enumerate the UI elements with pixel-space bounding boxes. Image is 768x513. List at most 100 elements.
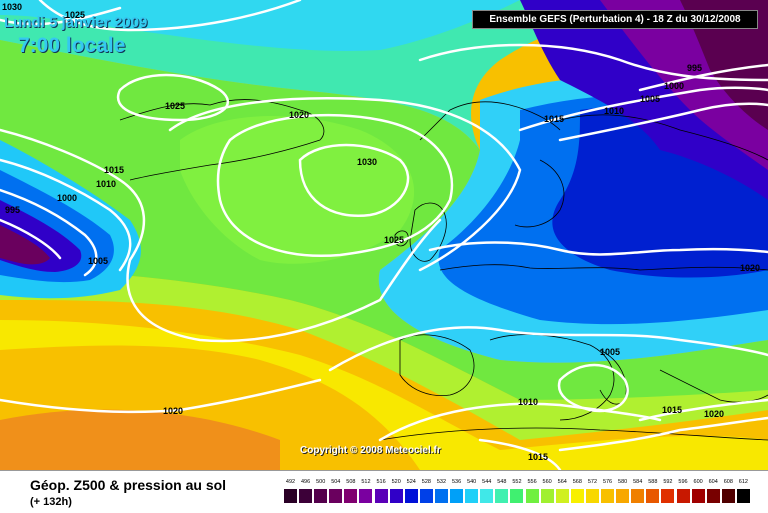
label-1030-center: 1030 [357, 157, 377, 167]
label-1005-west: 1005 [88, 256, 108, 266]
legend-cell: 536 [450, 479, 464, 503]
legend-swatch [299, 489, 313, 503]
legend-value: 592 [663, 479, 673, 485]
label-1000-west: 1000 [57, 193, 77, 203]
legend-cell: 504 [329, 479, 343, 503]
legend-value: 580 [618, 479, 628, 485]
legend-value: 564 [557, 479, 567, 485]
legend-cell: 544 [480, 479, 494, 503]
label-1015-africa: 1015 [528, 452, 548, 462]
isobar-labels: 1030 1025 1025 1020 1030 1015 1010 1000 … [2, 2, 760, 462]
legend-swatch [480, 489, 494, 503]
legend-value: 608 [723, 479, 733, 485]
legend-value: 604 [708, 479, 718, 485]
legend-value: 596 [678, 479, 688, 485]
legend-cell: 568 [570, 479, 584, 503]
legend-swatch [631, 489, 645, 503]
label-1010-scand: 1010 [604, 106, 624, 116]
legend-swatch [706, 489, 720, 503]
legend-value: 568 [572, 479, 582, 485]
legend-value: 532 [436, 479, 447, 485]
legend-swatch [601, 489, 615, 503]
legend-swatch [736, 489, 750, 503]
legend-cell: 576 [601, 479, 615, 503]
legend-swatch [495, 489, 509, 503]
legend-swatch [585, 489, 599, 503]
legend-cell: 496 [299, 479, 313, 503]
legend-value: 600 [693, 479, 703, 485]
legend-swatch [661, 489, 675, 503]
isobars [0, 0, 768, 470]
legend-value: 512 [361, 479, 371, 485]
legend-value: 516 [376, 479, 386, 485]
legend-swatch [721, 489, 735, 503]
legend-cell: 572 [585, 479, 599, 503]
legend-cell: 540 [465, 479, 479, 503]
legend-cell: 604 [706, 479, 720, 503]
legend-swatch [329, 489, 343, 503]
legend-swatch [676, 489, 690, 503]
legend-cell: 516 [374, 479, 388, 503]
legend-swatch [510, 489, 524, 503]
label-1015-greece: 1015 [662, 405, 682, 415]
field-west-trough-4 [0, 225, 50, 265]
legend-value: 492 [285, 479, 296, 485]
field-yellow [0, 320, 768, 470]
legend-value: 508 [346, 479, 356, 485]
forecast-date: Lundi 5 janvier 2009 [4, 14, 148, 31]
legend-cell: 564 [555, 479, 569, 503]
legend-value: 540 [467, 479, 477, 485]
legend-cell: 608 [721, 479, 735, 503]
legend-swatch [450, 489, 464, 503]
copyright: Copyright © 2008 Meteociel.fr [300, 445, 441, 456]
legend-value: 524 [406, 479, 416, 485]
label-1015-scand: 1015 [544, 114, 564, 124]
legend-cell: 560 [540, 479, 554, 503]
legend-cell: 528 [419, 479, 433, 503]
label-1020-atlantic: 1020 [163, 406, 183, 416]
label-1010-iberia: 1010 [518, 397, 538, 407]
label-1025-top: 1025 [65, 10, 85, 20]
legend-cell: 532 [434, 479, 448, 503]
legend-swatch [359, 489, 373, 503]
label-1010-west: 1010 [96, 179, 116, 189]
label-1000-ne: 1000 [664, 81, 684, 91]
label-1005-italy: 1005 [600, 347, 620, 357]
forecast-time: 7:00 locale [18, 34, 126, 57]
legend-swatch [404, 489, 418, 503]
label-1020-north: 1020 [289, 110, 309, 120]
legend-cell: 508 [344, 479, 358, 503]
legend-cell: 492 [284, 479, 297, 503]
legend-value: 504 [331, 479, 341, 485]
legend-value: 584 [633, 479, 643, 485]
legend-swatch [540, 489, 554, 503]
field-cyan-top [0, 0, 520, 51]
label-995-ne: 995 [687, 63, 702, 73]
legend-value: 536 [451, 479, 462, 485]
legend-cell: 584 [631, 479, 645, 503]
legend-cell: 548 [495, 479, 509, 503]
legend-cell: 500 [314, 479, 328, 503]
label-1030-nw: 1030 [2, 2, 22, 12]
label-995-west: 995 [5, 205, 20, 215]
legend-cell: 612 [736, 479, 750, 503]
label-1015-west: 1015 [104, 165, 124, 175]
legend-swatch [389, 489, 403, 503]
legend-value: 500 [316, 479, 326, 485]
legend-swatch [314, 489, 328, 503]
legend-swatch [465, 489, 479, 503]
legend-value: 572 [587, 479, 598, 485]
legend-cell: 520 [389, 479, 403, 503]
legend-value: 544 [482, 479, 492, 485]
legend-value: 528 [421, 479, 431, 485]
legend-swatch [284, 489, 297, 503]
legend-swatch [434, 489, 448, 503]
legend-value: 612 [738, 479, 748, 485]
legend-value: 520 [391, 479, 401, 485]
legend-swatch [374, 489, 388, 503]
footer: Géop. Z500 & pression au sol (+ 132h) 49… [0, 470, 768, 513]
legend-value: 548 [497, 479, 507, 485]
legend-swatch [419, 489, 433, 503]
legend-cell: 600 [691, 479, 705, 503]
legend-cell: 556 [525, 479, 539, 503]
